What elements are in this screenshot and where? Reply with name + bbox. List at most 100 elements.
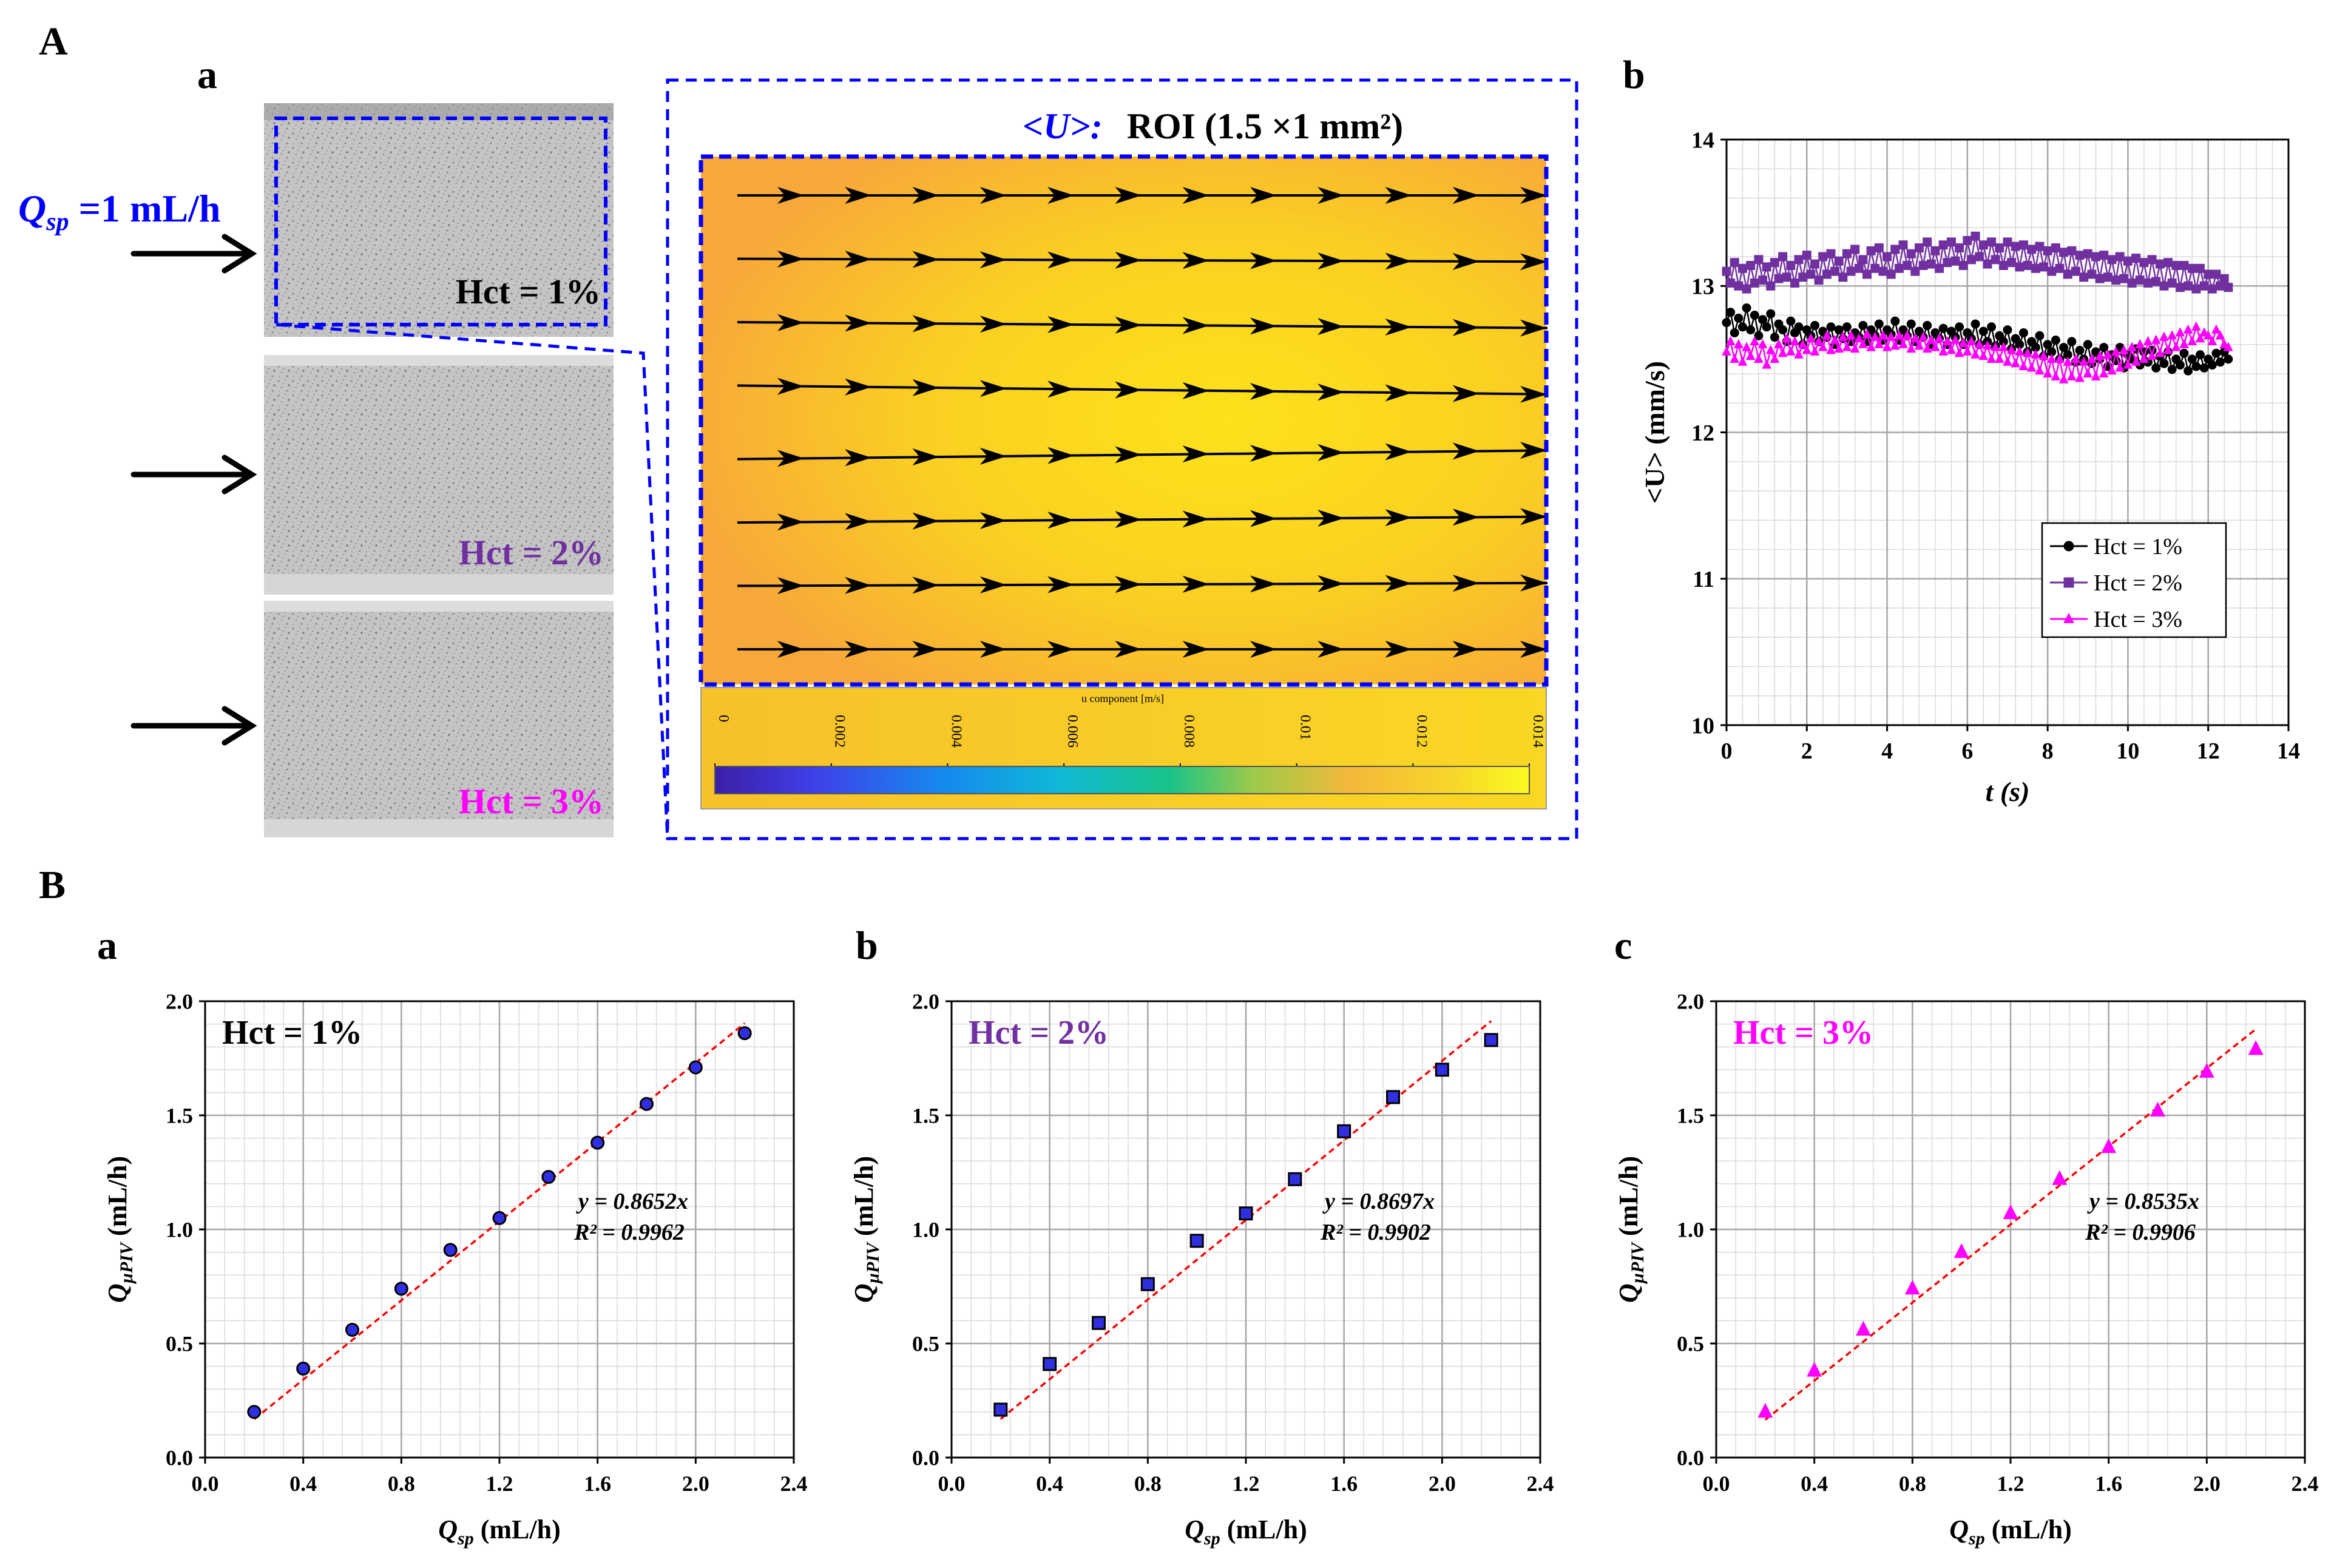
data-point [1862,269,1872,279]
arrowhead-icon [1385,318,1412,336]
data-point [1978,326,1988,336]
data-point [1288,1172,1302,1186]
x-tick-label: 0.4 [1036,1472,1063,1496]
y-tick-label: 12 [1691,421,1714,446]
data-point [2199,363,2209,373]
data-point [1774,274,1784,283]
data-point [1903,260,1912,270]
data-point [1757,339,1768,348]
data-point [2071,353,2081,363]
data-point [2131,253,2141,263]
data-point [1730,328,1739,337]
data-point [2075,251,2085,260]
data-point [1986,353,1997,363]
data-point [1923,237,1932,247]
data-point [1870,263,1880,273]
data-point [1991,342,2000,351]
arrowhead-icon [1520,508,1547,525]
arrowhead-icon [777,250,804,268]
y-axis-label: QµPIV (mL/h) [849,1156,883,1303]
data-point [1806,269,1816,279]
fit-equation: y = 0.8652x [576,1189,688,1214]
arrowhead-icon [1047,512,1075,529]
data-point [1762,322,1771,332]
data-point [1810,346,1820,356]
data-point [1786,316,1796,326]
arrowhead-icon [979,380,1007,397]
data-point [2071,266,2080,276]
data-point [1140,1277,1155,1291]
data-point [1898,240,1908,250]
x-tick-label: 1.6 [1330,1472,1358,1496]
data-point [1726,278,1736,288]
data-point [1826,322,1836,332]
data-point [2035,365,2045,375]
data-point [2023,348,2032,357]
data-point [2159,359,2169,368]
data-point [247,1405,262,1419]
y-axis-label: QµPIV (mL/h) [1614,1156,1648,1303]
arrowhead-icon [845,314,872,332]
data-point [492,1211,507,1225]
data-point [1798,339,1808,348]
arrowhead-icon [979,447,1007,465]
data-point [2015,262,2024,272]
data-point [2139,353,2149,363]
x-tick-label: 2.0 [682,1472,709,1496]
colorbar-tick-label: 0.008 [1181,715,1197,748]
data-point [1814,336,1824,346]
data-point [1902,330,1912,340]
panel-label-A: A [39,19,68,64]
data-point [1938,346,1948,356]
data-point [1722,318,1731,328]
legend: Hct = 1% Hct = 2% Hct = 3% [2041,522,2227,638]
data-point [2175,360,2185,370]
data-point [1737,322,1747,332]
data-point [2175,283,2185,292]
data-point [2135,275,2145,285]
data-point [2067,371,2077,380]
data-point [640,1097,654,1111]
arrowhead-icon [1520,641,1547,658]
fit-r2: R² = 0.9906 [2085,1220,2196,1245]
data-point [2199,281,2209,291]
data-point [2003,325,2012,335]
arrowhead-icon [1047,447,1075,464]
panel-label-Bb: b [856,924,878,968]
data-point [2119,274,2129,283]
data-point [2011,242,2020,251]
data-point [1742,342,1751,351]
data-point [1794,255,1804,265]
arrowhead-icon [1452,319,1480,336]
arrowhead-icon [1182,641,1209,658]
hct3-image-label: Hct = 3% [459,782,604,821]
data-point [1906,343,1916,353]
colorbar-tick-label: 0.002 [832,715,848,748]
data-point [2051,243,2060,253]
data-point [2003,237,2012,247]
data-point [1890,316,1900,326]
data-point [1189,1234,1204,1248]
fit-line [1764,1028,2257,1421]
vector-line [737,384,1548,396]
fit-equation: y = 0.8535x [2087,1189,2199,1214]
arrowhead-icon [1182,187,1209,204]
data-point [2043,368,2052,378]
data-point [2223,342,2233,351]
arrowhead-icon [1115,316,1142,334]
data-point [2224,283,2233,292]
arrowhead-icon [979,641,1007,658]
arrowhead-icon [1250,575,1277,593]
arrowhead-icon [1250,510,1277,527]
data-point [1858,339,1868,348]
data-point [2039,262,2049,272]
data-point [1834,343,1844,353]
data-point [1975,252,1984,262]
data-point [2055,263,2065,273]
data-point [2167,278,2177,288]
data-point [2111,346,2121,356]
data-point [1894,263,1904,273]
arrowhead-icon [1520,187,1547,204]
x-tick-label: 1.6 [584,1472,611,1496]
data-point [1854,333,1864,343]
